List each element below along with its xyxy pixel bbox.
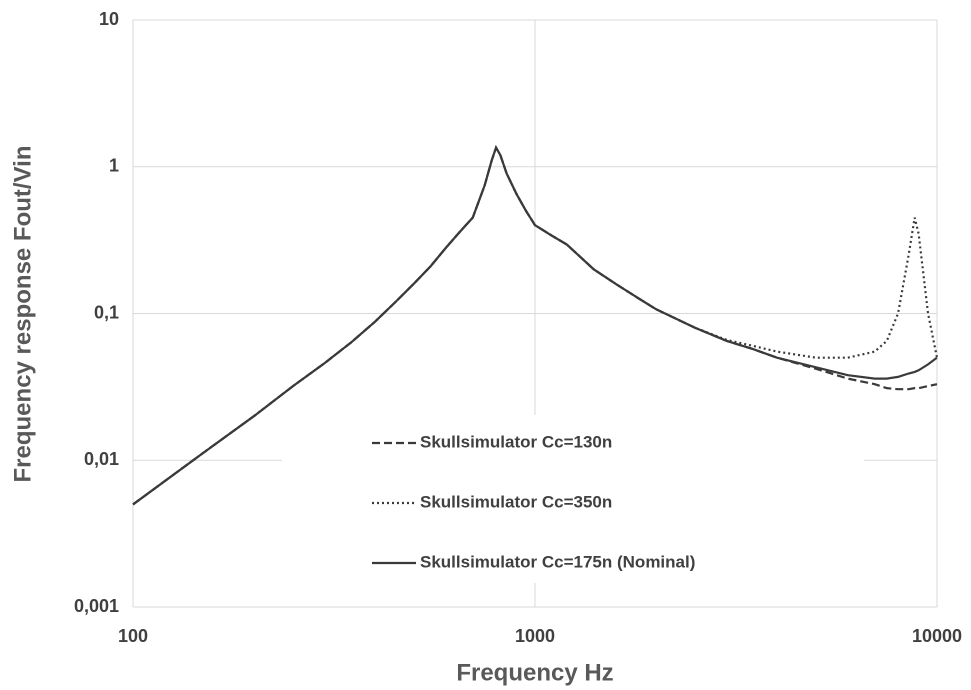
y-tick-label: 0,1 bbox=[94, 302, 119, 322]
x-tick-label: 1000 bbox=[515, 626, 555, 646]
x-tick-label: 10000 bbox=[912, 626, 962, 646]
y-tick-label: 0,001 bbox=[74, 596, 119, 616]
y-tick-label: 10 bbox=[99, 9, 119, 29]
series-line bbox=[132, 144, 938, 506]
legend-label: Skullsimulator Cc=130n bbox=[420, 432, 612, 451]
y-tick-label: 1 bbox=[109, 156, 119, 176]
legend-label: Skullsimulator Cc=350n bbox=[420, 492, 612, 511]
legend-label: Skullsimulator Cc=175n (Nominal) bbox=[420, 552, 695, 571]
x-axis-title: Frequency Hz bbox=[456, 659, 613, 686]
y-axis-title: Frequency response Fout/Vin bbox=[9, 146, 36, 483]
x-tick-label: 100 bbox=[118, 626, 148, 646]
y-tick-label: 0,01 bbox=[84, 449, 119, 469]
